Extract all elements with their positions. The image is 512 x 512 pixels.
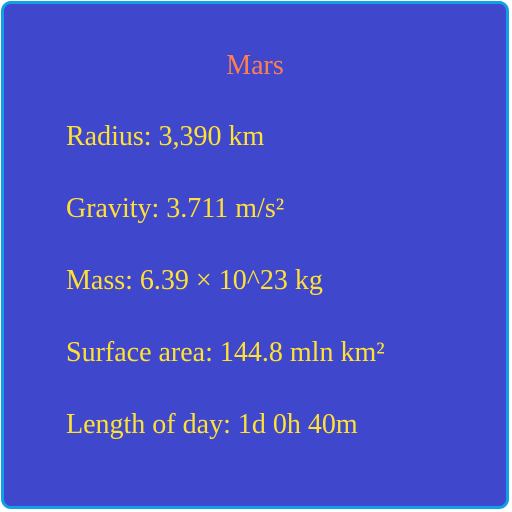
length-of-day-fact: Length of day: 1d 0h 40m: [66, 409, 358, 440]
planet-title: Mars: [226, 50, 284, 81]
gravity-fact: Gravity: 3.711 m/s²: [66, 193, 285, 224]
surface-area-fact: Surface area: 144.8 mln km²: [66, 337, 385, 368]
radius-fact: Radius: 3,390 km: [66, 121, 265, 152]
mass-fact: Mass: 6.39 × 10^23 kg: [66, 265, 323, 296]
